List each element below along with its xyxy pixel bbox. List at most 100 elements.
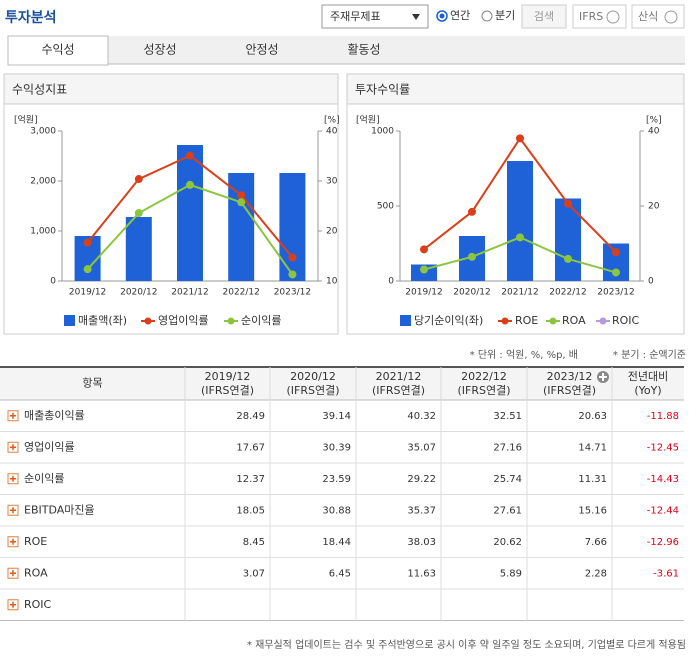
cell: 29.22 [407,474,436,485]
x-tick-label: 2020/12 [120,288,157,298]
point [134,175,143,184]
panel-header [346,73,685,105]
point [516,233,524,242]
legend-marker [227,317,235,325]
axis-unit: [억원] [14,114,38,126]
tab[interactable]: 안정성 [245,43,278,57]
row-name: ROA [24,566,48,579]
point [420,245,428,254]
y2-tick-label: 30 [326,177,338,187]
header-cell: (IFRS연결) [286,384,339,397]
legend-marker [144,317,152,325]
panel-header [3,73,339,105]
y-tick-label: 0 [388,277,394,287]
cell: 35.37 [407,505,436,516]
note: * 단위 : 억원, %, %p, 배 [470,348,578,361]
header-cell: 2021/12 [376,370,422,383]
select-arrow [412,14,420,20]
legend-marker [64,315,75,326]
header-cell: (IFRS연결) [457,384,510,397]
cell: 14.71 [578,442,607,453]
yoy-cell: -11.88 [647,411,679,422]
radio[interactable] [481,10,493,22]
row-icon-plus [10,538,16,545]
point [612,268,620,277]
point [83,265,92,274]
x-tick-label: 2023/12 [274,288,311,298]
bar [228,173,255,281]
cell: 30.88 [322,505,351,516]
row-icon-plus [10,444,16,451]
row-icon-plus [10,570,16,577]
footer-note: * 재무실적 업데이트는 검수 및 주석반영으로 공시 이후 약 일주일 정도 … [247,638,686,651]
bar [279,173,306,281]
cell: 11.31 [578,474,607,485]
cell: 39.14 [322,411,351,422]
bar [555,198,581,281]
legend-marker [501,317,509,325]
x-tick-label: 2021/12 [501,288,538,298]
legend-marker [549,317,557,325]
point [564,199,572,208]
radio-dot [439,13,445,19]
page-title: 투자분석 [5,10,57,26]
legend-label: ROE [515,314,538,327]
yoy-cell: -14.43 [647,474,679,485]
cell: 20.62 [493,537,522,548]
cell: 18.05 [236,505,265,516]
y2-tick-label: 40 [648,127,660,137]
select-box[interactable] [321,4,429,29]
button-text: 산식 [638,10,658,23]
row-icon-plus [10,412,16,419]
radio-label: 분기 [495,9,515,22]
expand-plus [599,373,607,381]
row-name: 매출총이익률 [24,409,85,422]
y-tick-label: 1,000 [30,227,56,237]
header-cell: 2022/12 [461,370,507,383]
button[interactable] [521,4,567,29]
tab[interactable]: 성장성 [143,43,176,57]
point [134,209,143,218]
y-tick-label: 2,000 [30,177,56,187]
point [288,270,297,279]
tab-strip [8,36,685,64]
row-name: 순이익률 [24,472,64,485]
cell: 3.07 [243,568,265,579]
y-tick-label: 500 [377,202,394,212]
row-icon-plus [10,507,16,514]
cell: 20.63 [578,411,607,422]
y-tick-label: 3,000 [30,127,56,137]
bar [507,161,533,281]
x-tick-label: 2022/12 [549,288,586,298]
point [468,252,476,261]
row-name: ROE [24,535,47,548]
yoy-cell: -12.44 [647,505,679,516]
header-cell: (IFRS연결) [201,384,254,397]
cell: 2.28 [585,568,607,579]
help-icon [664,10,678,24]
row-name: ROIC [24,598,52,611]
point [237,191,246,200]
note: * 분기 : 순액기준 [613,349,686,361]
row-icon-plus [10,601,16,608]
y2-tick-label: 20 [326,227,338,237]
yoy-cell: -12.96 [647,537,679,548]
cell: 25.74 [493,474,522,485]
x-tick-label: 2019/12 [405,288,442,298]
y-tick-label: 1000 [371,127,394,137]
point [186,151,194,160]
tab[interactable]: 수익성 [41,43,74,57]
legend-label: ROIC [612,314,640,327]
header-cell: (IFRS연결) [543,384,596,397]
legend-label: 당기순이익(좌) [414,314,483,327]
header-cell: 2020/12 [290,370,336,383]
panel-title: 투자수익률 [355,83,410,97]
button-text: 검색 [534,10,554,23]
tab[interactable]: 활동성 [347,43,380,57]
legend-label: 순이익률 [241,314,281,327]
legend-label: ROA [562,314,586,327]
tab-active[interactable] [7,35,109,66]
row-icon-plus [10,475,16,482]
cell: 6.45 [329,568,351,579]
